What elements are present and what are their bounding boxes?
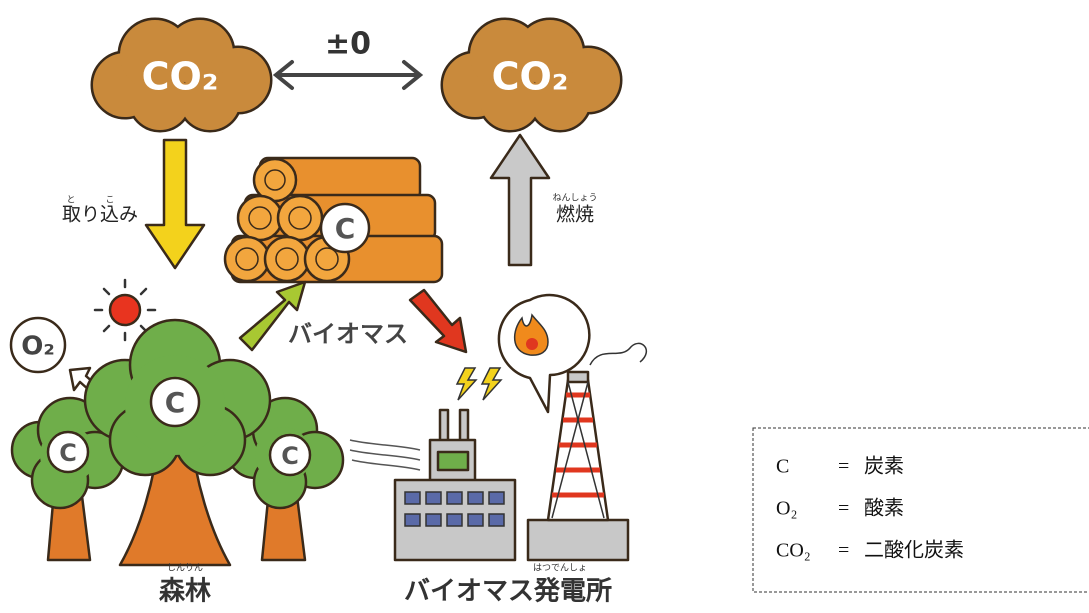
combustion-arrow <box>491 135 549 265</box>
cloud-label: CO₂ <box>142 55 219 99</box>
sun-part-part <box>104 289 109 294</box>
power-plant-part <box>457 368 501 400</box>
legend: C = 炭素 O₂ = 酸素 CO₂ = 二酸化炭素 <box>753 428 1089 592</box>
plant-ruby: はつでんしょ <box>533 563 587 574</box>
power-plant-part-part <box>426 492 441 504</box>
log-pile-part-part <box>254 159 296 201</box>
power-plant-part-part <box>457 368 476 400</box>
forest-ruby: しんりん <box>167 563 203 574</box>
power-plant-part <box>350 440 420 470</box>
carbon-mark: C <box>281 442 299 470</box>
balance-arrow <box>276 62 420 88</box>
power-plant-part-part <box>447 514 462 526</box>
biomass-arrow <box>410 290 466 352</box>
power-plant-part-part <box>489 514 504 526</box>
power-plant-part-part <box>482 368 501 400</box>
power-plant-part-part <box>447 492 462 504</box>
power-plant-part-part <box>568 372 588 382</box>
cloud-label: CO₂ <box>492 55 569 99</box>
power-plant-part-part <box>468 514 483 526</box>
uptake-ruby: こ <box>105 196 114 206</box>
diagram: CO₂ CO₂ ±0 取り込み と こ 燃焼 ねんしょう <box>0 0 1089 613</box>
log-pile-part-part <box>265 237 309 281</box>
log-pile: C <box>225 158 442 282</box>
combustion-label: 燃焼 <box>556 204 594 226</box>
combustion-ruby: ねんしょう <box>552 193 597 204</box>
carbon-mark: C <box>335 212 356 245</box>
sun-part-part <box>104 326 109 331</box>
power-plant-part <box>438 452 468 470</box>
uptake-arrow <box>146 140 204 268</box>
power-plant-part-part <box>405 492 420 504</box>
power-plant-part-part <box>426 514 441 526</box>
cloud-left: CO₂ <box>93 20 270 130</box>
legend-symbol: CO₂ <box>776 540 811 562</box>
power-plant-part <box>526 338 538 350</box>
uptake-label: 取り込み <box>62 204 138 226</box>
legend-eq: = <box>838 498 849 520</box>
sun-part-part <box>141 289 146 294</box>
power-plant-part <box>395 410 515 560</box>
power-plant-part <box>590 343 646 365</box>
plant-label: バイオマス発電所 <box>404 577 612 607</box>
power-plant-part-part <box>350 440 420 450</box>
uptake-ruby: と <box>66 195 75 206</box>
log-pile-part-part <box>225 237 269 281</box>
cloud-right: CO₂ <box>443 20 620 130</box>
log-pile-part-part <box>278 196 322 240</box>
legend-box <box>753 428 1089 592</box>
legend-eq: = <box>838 456 849 478</box>
oxygen-label: O₂ <box>21 332 55 362</box>
forest-label: 森林 <box>159 577 211 607</box>
power-plant-part-part <box>352 460 420 470</box>
carbon-mark: C <box>165 386 186 419</box>
legend-meaning: 二酸化炭素 <box>864 539 964 562</box>
legend-meaning: 炭素 <box>864 455 904 478</box>
power-plant-part-part <box>528 520 628 560</box>
carbon-mark: C <box>59 439 77 467</box>
log-pile-part-part <box>238 196 282 240</box>
legend-symbol: C <box>776 456 789 478</box>
legend-symbol: O₂ <box>776 498 797 520</box>
legend-eq: = <box>838 540 849 562</box>
power-plant-part-part <box>489 492 504 504</box>
biomass-label: バイオマス <box>288 320 408 348</box>
legend-meaning: 酸素 <box>864 497 904 520</box>
sun-part <box>110 295 140 325</box>
balance-label: ±0 <box>325 27 371 62</box>
power-plant-part-part <box>350 450 420 460</box>
power-plant-part-part <box>405 514 420 526</box>
power-plant-part-part <box>468 492 483 504</box>
